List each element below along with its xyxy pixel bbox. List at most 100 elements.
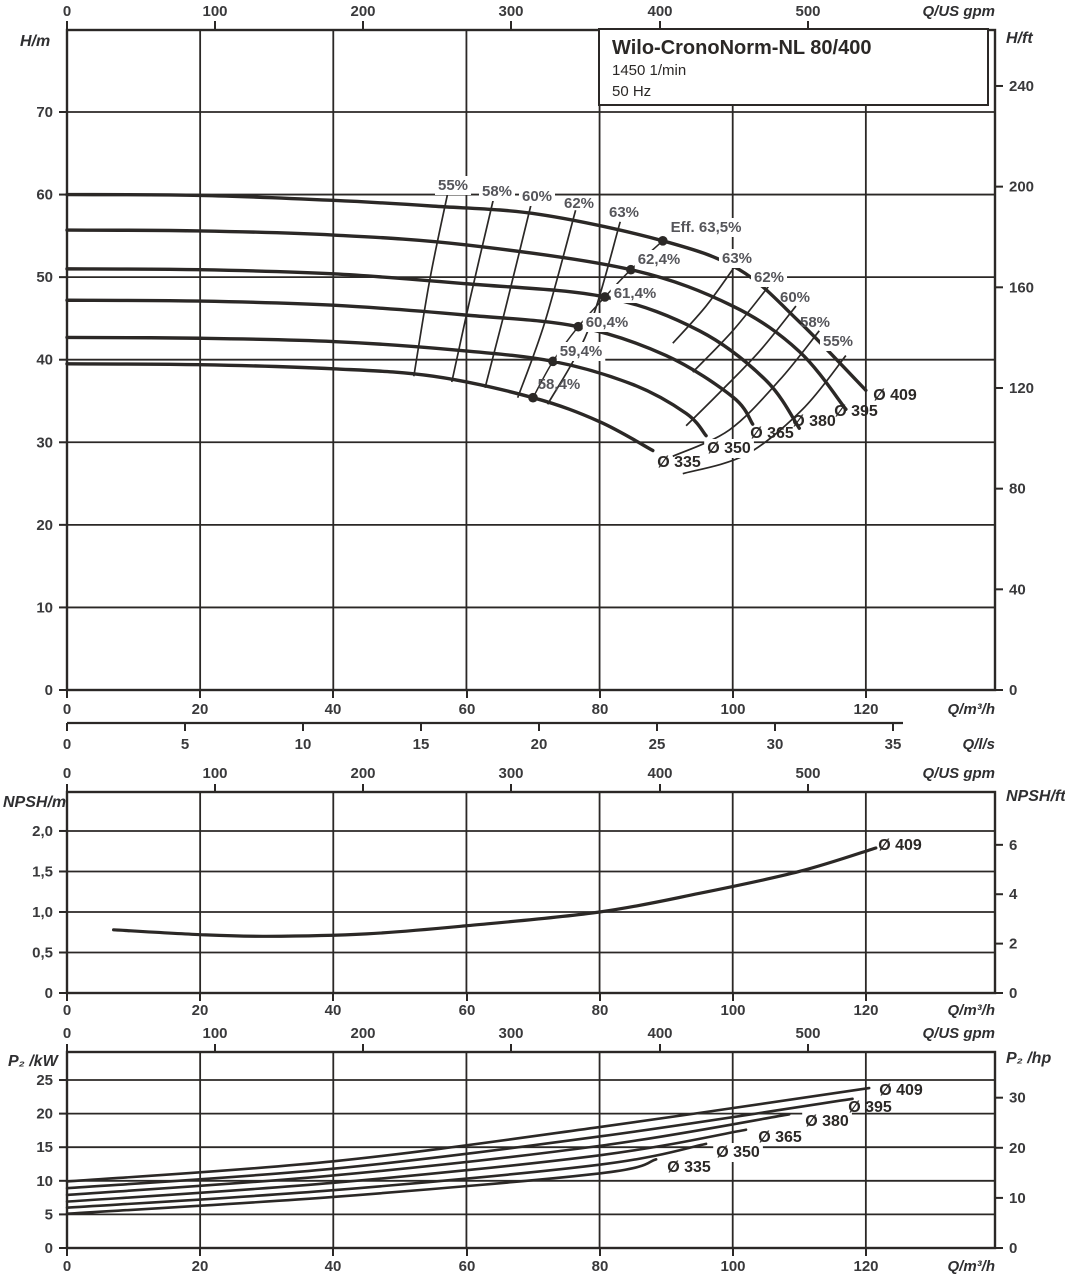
efficiency-label: 58,4%: [538, 376, 581, 393]
label-background: [634, 250, 684, 269]
best-efficiency-point: [658, 236, 668, 246]
x-tick-label: 500: [795, 765, 820, 782]
axis-row-gpm-top-power: 0 100 200 300 400 500 Q/US gpm: [63, 1025, 995, 1052]
x-axis-unit-label: Q/m³/h: [948, 701, 996, 718]
y-right-tick-label: 4: [1009, 886, 1018, 903]
curve-Ø350: [65, 1142, 708, 1209]
axis-row-m3h-bottom-power: 0 20 40 60 80 100 120 Q/m³/h: [63, 1248, 995, 1275]
impeller-diameter-label: Ø 409: [873, 387, 917, 404]
pump-speed: 1450 1/min: [612, 62, 687, 79]
y-axis-label-left: P₂ /kW: [8, 1053, 60, 1070]
curve-Ø365: [65, 1128, 748, 1203]
curve-Ø335: [65, 1158, 658, 1216]
x-tick-label: 0: [63, 3, 71, 20]
y-right-tick-label: 20: [1009, 1140, 1026, 1157]
y-right-tick-label: 200: [1009, 179, 1034, 196]
y-left-tick-label: 0: [45, 985, 53, 1002]
x-tick-label: 0: [63, 1025, 71, 1042]
efficiency-label: 62,4%: [638, 251, 681, 268]
y-right-tick-label: 6: [1009, 837, 1017, 854]
label-background: [478, 182, 516, 201]
efficiency-label: 60,4%: [586, 314, 629, 331]
x-tick-label: 30: [767, 736, 784, 753]
impeller-diameter-label: Ø 365: [750, 425, 794, 442]
y-left-tick-label: 70: [36, 104, 53, 121]
y-left-tick-label: 60: [36, 187, 53, 204]
curve-Ø409: [65, 192, 868, 392]
x-tick-label: 200: [350, 1025, 375, 1042]
x-tick-label: 40: [325, 1258, 342, 1275]
x-axis-unit-label: Q/US gpm: [922, 765, 995, 782]
x-tick-label: 500: [795, 1025, 820, 1042]
label-background: [582, 313, 632, 332]
power-curves: [65, 1086, 871, 1216]
power-grid: [67, 1052, 995, 1248]
best-efficiency-point: [548, 356, 558, 367]
npsh-chart: 0 0,5 1,0 1,5 2,0 0 2 4 6 NPSH/m NPSH/ft Ø 409: [3, 788, 1065, 1002]
efficiency-contour-line: [692, 284, 770, 373]
y-axis-label-right: H/ft: [1006, 30, 1033, 47]
impeller-diameter-label: Ø 395: [848, 1099, 892, 1116]
efficiency-label: 60%: [780, 289, 810, 306]
efficiency-label: 61,4%: [614, 285, 657, 302]
label-background: [718, 249, 756, 268]
label-background: [802, 1112, 852, 1131]
title-block: Wilo-CronoNorm-NL 80/400 1450 1/min 50 H…: [598, 28, 989, 106]
y-right-tick-label: 40: [1009, 581, 1026, 598]
x-axis-unit-label: Q/US gpm: [922, 1025, 995, 1042]
npsh-annotations: Ø 409: [878, 837, 922, 854]
efficiency-label: 59,4%: [560, 343, 603, 360]
x-tick-label: 5: [181, 736, 189, 753]
impeller-diameter-label: Ø 380: [792, 413, 836, 430]
label-background: [556, 342, 606, 361]
x-tick-label: 0: [63, 1258, 71, 1275]
x-tick-label: 120: [853, 1002, 878, 1019]
curve-Ø409: [65, 1086, 871, 1183]
efficiency-contour-line: [682, 355, 847, 475]
y-left-tick-label: 0: [45, 1240, 53, 1257]
x-tick-label: 20: [192, 701, 209, 718]
efficiency-label: Eff. 63,5%: [671, 219, 742, 236]
curve-Ø409: [112, 846, 878, 938]
head-chart: 0 10 20 30 40 50 60 70 0 40 80 120 160 200 240 H/m H/ft 5…: [20, 28, 1034, 699]
y-right-tick-label: 0: [1009, 682, 1017, 699]
impeller-diameter-label: Ø 365: [758, 1129, 802, 1146]
power-plot-border: [65, 1050, 997, 1250]
y-left-tick-label: 20: [36, 1106, 53, 1123]
y-left-tick-label: 2,0: [32, 823, 53, 840]
efficiency-contour-line: [450, 197, 495, 383]
npsh-curves: [112, 846, 878, 938]
impeller-diameter-label: Ø 335: [657, 454, 701, 471]
axis-row-m3h-bottom-npsh: 0 20 40 60 80 100 120 Q/m³/h: [63, 993, 995, 1019]
x-axis-unit-label: Q/m³/h: [948, 1258, 996, 1275]
curve-Ø365: [65, 298, 755, 426]
y-left-tick-label: 1,5: [32, 863, 53, 880]
curve-Ø395: [65, 1097, 854, 1190]
x-tick-label: 300: [498, 765, 523, 782]
y-right-tick-label: 0: [1009, 1240, 1017, 1257]
label-background: [704, 439, 754, 458]
x-tick-label: 0: [63, 765, 71, 782]
x-tick-label: 20: [192, 1258, 209, 1275]
x-tick-label: 100: [202, 3, 227, 20]
impeller-diameter-label: Ø 409: [879, 1082, 923, 1099]
y-right-tick-label: 240: [1009, 78, 1034, 95]
y-left-tick-label: 10: [36, 599, 53, 616]
x-tick-label: 0: [63, 1002, 71, 1019]
efficiency-label: 58%: [800, 314, 830, 331]
x-tick-label: 400: [647, 3, 672, 20]
x-tick-label: 200: [350, 765, 375, 782]
curve-Ø335: [65, 362, 655, 453]
efficiency-label: 58%: [482, 183, 512, 200]
best-efficiency-point: [573, 321, 584, 332]
curve-Ø380: [65, 267, 801, 430]
curve-Ø395: [65, 228, 848, 411]
x-tick-label: 0: [63, 701, 71, 718]
efficiency-contour-line: [516, 210, 577, 398]
npsh-grid: [67, 792, 995, 993]
impeller-diameter-label: Ø 409: [878, 837, 922, 854]
axis-row-gpm-top-head: 0 100 200 300 400 500 Q/US gpm: [63, 3, 995, 30]
efficiency-label: 63%: [609, 204, 639, 221]
